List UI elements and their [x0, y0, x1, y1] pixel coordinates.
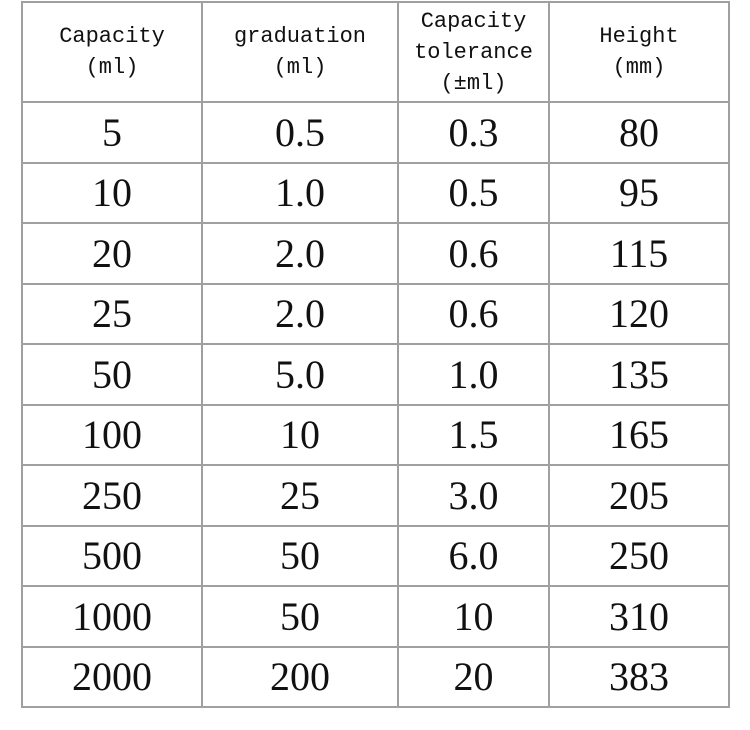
spec-table: Capacity (ml) graduation (ml) Capacity tolera… — [21, 1, 730, 708]
table-cell: 250 — [548, 524, 730, 587]
header-cell: Capacity (ml) — [21, 1, 203, 103]
table-cell: 383 — [548, 645, 730, 708]
table-cell: 135 — [548, 343, 730, 406]
table-cell: 95 — [548, 161, 730, 224]
header-text: Capacity — [59, 24, 165, 49]
table-row: 20 2.0 0.6 115 — [21, 222, 730, 285]
table-cell: 250 — [21, 464, 203, 527]
table-cell: 20 — [397, 645, 550, 708]
table-cell: 5.0 — [201, 343, 399, 406]
header-text: tolerance — [414, 39, 533, 65]
table-row: 2000 200 20 383 — [21, 645, 730, 708]
header-text: (±ml) — [440, 70, 507, 96]
header-cell: graduation (ml) — [201, 1, 399, 103]
table-cell: 0.5 — [201, 101, 399, 164]
header-cell: Capacity tolerance (±ml) — [397, 1, 550, 103]
table-cell: 25 — [21, 282, 203, 345]
table-row: 50 5.0 1.0 135 — [21, 343, 730, 406]
table-cell: 50 — [201, 585, 399, 648]
table-row: 100 10 1.5 165 — [21, 403, 730, 466]
table-cell: 1000 — [21, 585, 203, 648]
table-cell: 50 — [201, 524, 399, 587]
header-text: Height — [599, 24, 679, 49]
table-row: 500 50 6.0 250 — [21, 524, 730, 587]
table-row: 250 25 3.0 205 — [21, 464, 730, 527]
table-cell: 1.5 — [397, 403, 550, 466]
table-cell: 0.5 — [397, 161, 550, 224]
table-cell: 115 — [548, 222, 730, 285]
table-cell: 120 — [548, 282, 730, 345]
table-cell: 200 — [201, 645, 399, 708]
table-cell: 0.3 — [397, 101, 550, 164]
table-cell: 2.0 — [201, 222, 399, 285]
table-cell: 5 — [21, 101, 203, 164]
table-cell: 2000 — [21, 645, 203, 708]
header-text: (mm) — [612, 55, 666, 80]
table-cell: 25 — [201, 464, 399, 527]
table-cell: 0.6 — [397, 222, 550, 285]
table-cell: 310 — [548, 585, 730, 648]
table-cell: 80 — [548, 101, 730, 164]
table-cell: 20 — [21, 222, 203, 285]
table-cell: 1.0 — [201, 161, 399, 224]
table-cell: 6.0 — [397, 524, 550, 587]
table-row: 10 1.0 0.5 95 — [21, 161, 730, 224]
table-cell: 10 — [397, 585, 550, 648]
header-text: Capacity — [420, 8, 527, 34]
table-row: 5 0.5 0.3 80 — [21, 101, 730, 164]
header-row: Capacity (ml) graduation (ml) Capacity tolera… — [21, 1, 730, 103]
table-cell: 1.0 — [397, 343, 550, 406]
table-cell: 10 — [21, 161, 203, 224]
table-body: 5 0.5 0.3 80 10 1.0 0.5 95 20 2.0 0.6 115 25 2.0 0.6 12… — [21, 101, 730, 708]
table-cell: 205 — [548, 464, 730, 527]
table-cell: 0.6 — [397, 282, 550, 345]
table-cell: 100 — [21, 403, 203, 466]
header-cell: Height (mm) — [548, 1, 730, 103]
table-cell: 165 — [548, 403, 730, 466]
table-cell: 500 — [21, 524, 203, 587]
table-cell: 10 — [201, 403, 399, 466]
table-cell: 3.0 — [397, 464, 550, 527]
header-text: (ml) — [273, 55, 327, 80]
table-cell: 50 — [21, 343, 203, 406]
table-cell: 2.0 — [201, 282, 399, 345]
header-text: (ml) — [85, 55, 139, 80]
header-text: graduation — [233, 24, 367, 49]
table-row: 25 2.0 0.6 120 — [21, 282, 730, 345]
table-row: 1000 50 10 310 — [21, 585, 730, 648]
